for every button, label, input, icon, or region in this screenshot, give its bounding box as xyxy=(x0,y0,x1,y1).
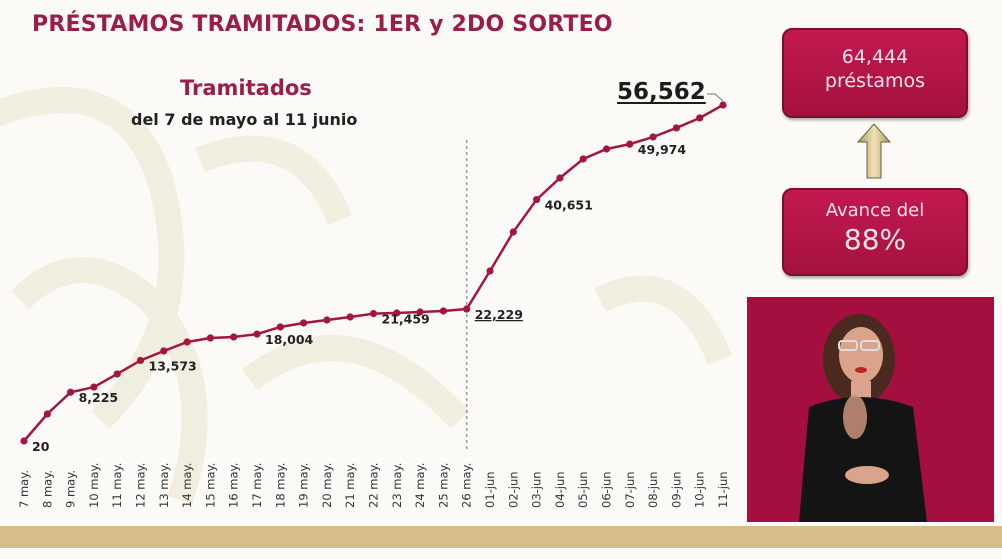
x-tick-label: 03-jun xyxy=(530,471,544,508)
x-tick-label: 9 may. xyxy=(64,470,78,508)
x-tick-label: 11-jun xyxy=(716,471,730,508)
data-point xyxy=(300,319,308,327)
x-tick-label: 07-jun xyxy=(623,471,637,508)
chart-subtitle: del 7 de mayo al 11 junio xyxy=(131,110,358,129)
total-loans-unit: préstamos xyxy=(824,70,926,92)
progress-value: 88% xyxy=(843,223,907,256)
x-tick-label: 22 may. xyxy=(367,463,381,508)
data-point xyxy=(393,309,401,317)
data-label: 21,459 xyxy=(382,312,430,327)
data-point xyxy=(67,388,75,396)
x-tick-label: 25 may. xyxy=(436,463,450,508)
data-point xyxy=(90,383,98,391)
data-point xyxy=(206,334,214,342)
data-label: 20 xyxy=(32,439,50,454)
x-tick-label: 11 may. xyxy=(110,463,124,508)
bottom-gold-bar xyxy=(0,526,1002,548)
data-point xyxy=(369,309,378,318)
x-tick-label: 08-jun xyxy=(646,471,660,508)
data-point xyxy=(43,410,51,418)
x-tick-label: 12 may. xyxy=(134,463,148,508)
x-tick-label: 16 may. xyxy=(227,463,241,508)
data-point xyxy=(346,313,354,321)
interpreter-figure xyxy=(747,297,994,522)
page-title: PRÉSTAMOS TRAMITADOS: 1ER y 2DO SORTEO xyxy=(32,12,613,37)
x-tick-label: 14 may. xyxy=(180,463,194,508)
x-tick-label: 02-jun xyxy=(506,471,520,508)
x-tick-label: 05-jun xyxy=(576,471,590,508)
progress-box: Avance del 88% xyxy=(782,188,968,276)
data-point xyxy=(602,145,611,153)
data-point xyxy=(696,114,704,122)
data-point xyxy=(160,347,168,355)
data-point xyxy=(463,305,471,313)
x-tick-label: 7 may. xyxy=(17,470,31,508)
x-tick-label: 8 may. xyxy=(40,470,54,508)
total-loans-value: 64,444 xyxy=(841,46,909,68)
data-point xyxy=(626,140,634,148)
total-loans-box: 64,444 préstamos xyxy=(782,28,968,118)
x-tick-label: 17 may. xyxy=(250,463,264,508)
x-tick-label: 15 may. xyxy=(203,463,217,508)
data-point xyxy=(556,174,564,182)
data-label: 49,974 xyxy=(638,142,687,157)
x-tick-label: 19 may. xyxy=(297,463,311,508)
x-tick-label: 23 may. xyxy=(390,463,404,508)
x-tick-label: 21 may. xyxy=(343,463,357,508)
data-point xyxy=(276,323,284,331)
data-point xyxy=(253,330,261,338)
x-tick-label: 26 may. xyxy=(460,463,474,508)
final-value-label: 56,562 xyxy=(617,79,706,105)
x-tick-label: 24 may. xyxy=(413,463,427,508)
x-tick-label: 04-jun xyxy=(553,471,567,508)
data-label: 40,651 xyxy=(545,198,593,213)
x-tick-label: 06-jun xyxy=(600,471,614,508)
data-point xyxy=(113,370,121,378)
series-line xyxy=(23,103,724,442)
chart-title: Tramitados xyxy=(180,76,312,100)
data-point xyxy=(230,333,238,341)
data-point xyxy=(672,124,681,132)
x-tick-label: 10 may. xyxy=(87,463,101,508)
data-label: 13,573 xyxy=(149,358,197,373)
x-tick-label: 01-jun xyxy=(483,471,497,508)
data-point xyxy=(579,155,587,163)
data-label: 18,004 xyxy=(265,332,314,347)
sign-language-interpreter-video xyxy=(747,297,994,522)
x-tick-label: 10-jun xyxy=(693,471,707,508)
x-tick-label: 13 may. xyxy=(157,463,171,508)
line-chart: 20 8,225 13,573 18,004 21,459 22,229 40,651 49,… xyxy=(17,93,730,508)
data-point xyxy=(719,101,727,109)
data-point xyxy=(20,437,28,445)
data-point xyxy=(649,133,657,141)
data-label: 22,229 xyxy=(475,307,523,322)
data-label: 8,225 xyxy=(79,390,119,405)
data-point xyxy=(486,267,494,275)
data-point xyxy=(183,338,191,346)
data-point xyxy=(323,316,331,324)
data-point xyxy=(509,228,517,236)
x-tick-label: 18 may. xyxy=(273,463,287,508)
final-label-leader xyxy=(707,93,724,102)
data-point xyxy=(136,356,145,365)
data-point xyxy=(416,308,424,316)
arrow-up-icon xyxy=(857,123,891,179)
x-tick-label: 09-jun xyxy=(669,471,683,508)
data-point xyxy=(533,195,541,204)
progress-label: Avance del xyxy=(825,200,925,221)
data-point xyxy=(439,307,447,315)
x-tick-label: 20 may. xyxy=(320,463,334,508)
